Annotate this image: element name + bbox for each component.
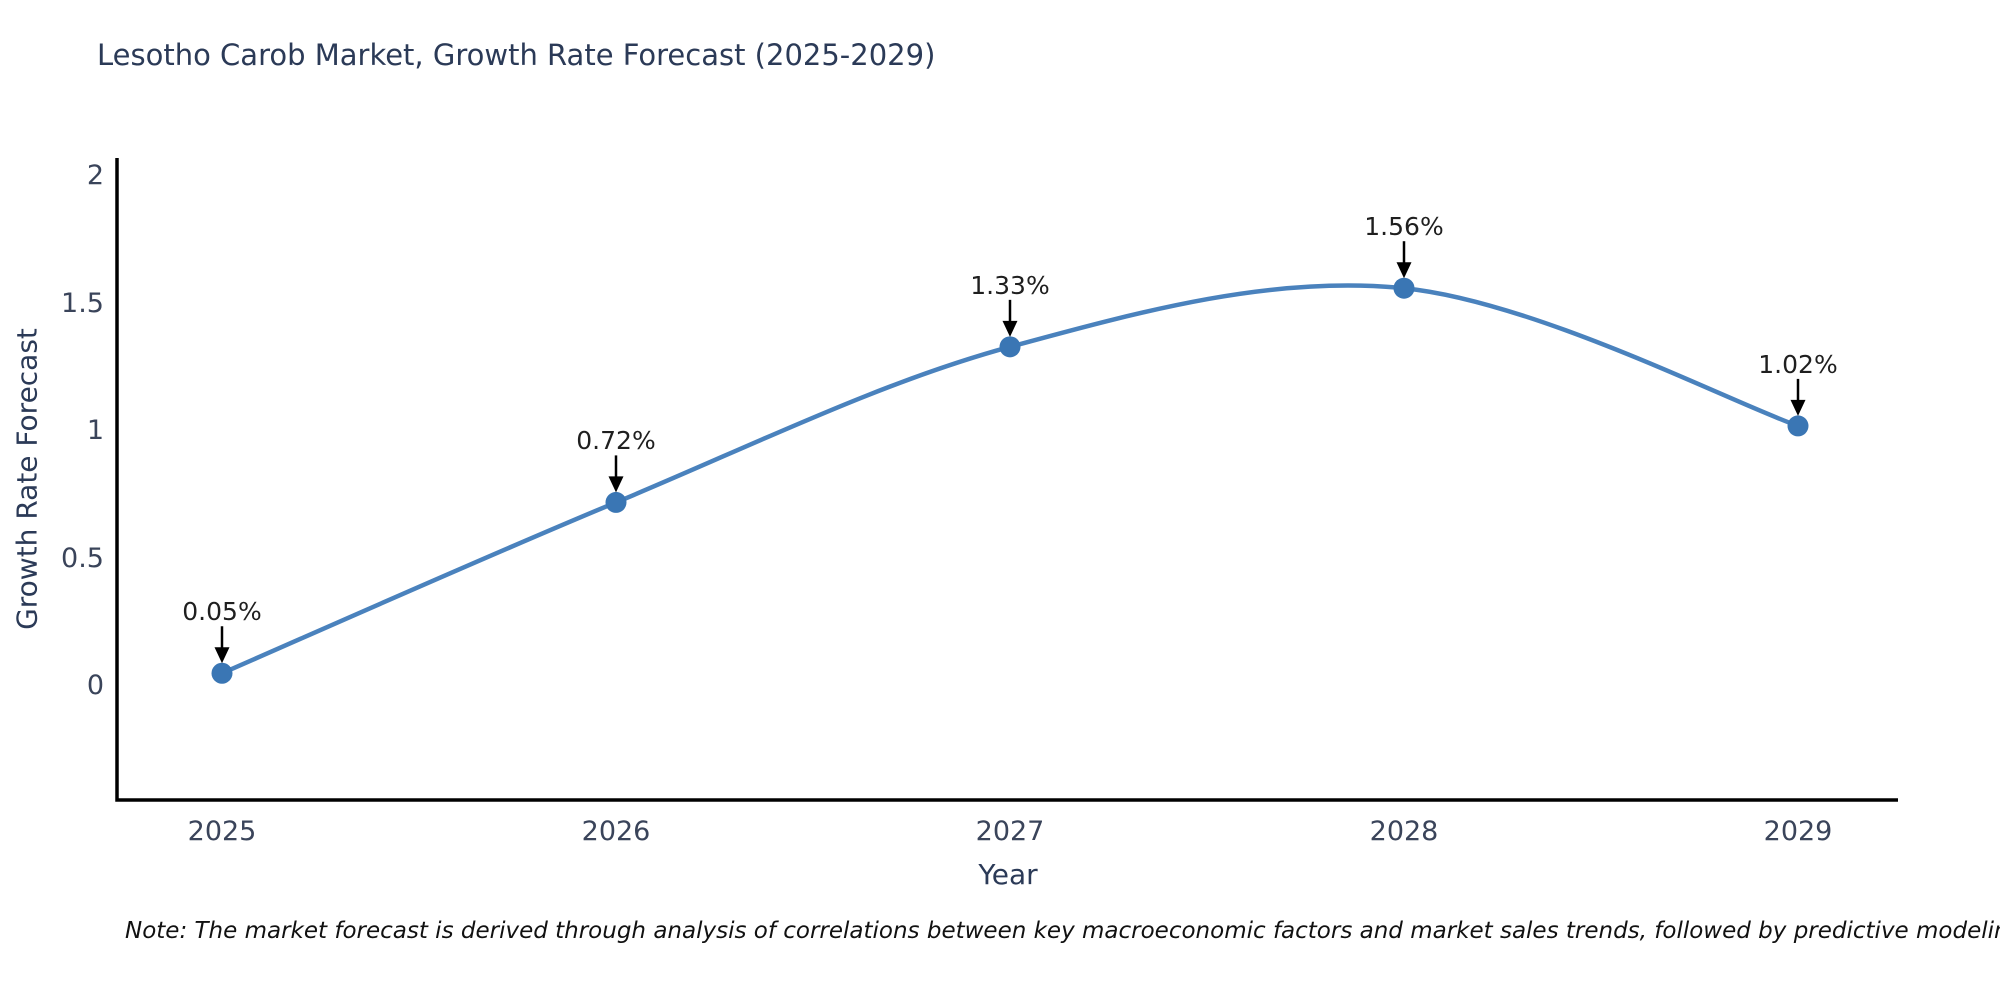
y-tick-label: 1.5 (61, 287, 104, 319)
y-tick-label: 0.5 (61, 542, 104, 574)
x-tick-label: 2029 (1763, 816, 1833, 847)
y-tick-label: 2 (86, 160, 104, 191)
x-tick-label: 2026 (581, 816, 651, 847)
x-tick-label: 2027 (975, 816, 1045, 847)
x-axis-title: Year (978, 858, 1038, 891)
data-point-marker (1787, 415, 1809, 437)
footnote: Note: The market forecast is derived thr… (125, 918, 2000, 944)
data-point-marker (605, 491, 627, 513)
data-point-value-label: 0.05% (182, 597, 262, 627)
y-axis-title: Growth Rate Forecast (10, 328, 44, 630)
annotation-arrow-head (1790, 399, 1806, 416)
x-tick-label: 2025 (187, 816, 257, 847)
data-point-marker (211, 662, 233, 684)
annotation-arrow-head (1396, 262, 1412, 279)
axis-spines (115, 158, 1898, 802)
data-point-value-label: 0.72% (576, 426, 656, 456)
data-point-marker (999, 336, 1021, 358)
data-point-value-label: 1.33% (970, 270, 1050, 300)
chart-title: Lesotho Carob Market, Growth Rate Foreca… (97, 38, 936, 72)
x-tick-label: 2028 (1369, 816, 1439, 847)
y-tick-label: 0 (86, 670, 104, 701)
data-point-value-label: 1.56% (1364, 212, 1444, 242)
annotation-arrow-head (608, 476, 624, 493)
annotation-arrow-head (214, 647, 230, 664)
data-point-value-label: 1.02% (1758, 349, 1838, 379)
y-tick-label: 1 (86, 415, 104, 446)
data-point-marker (1393, 277, 1415, 299)
annotation-arrow-head (1002, 320, 1018, 337)
